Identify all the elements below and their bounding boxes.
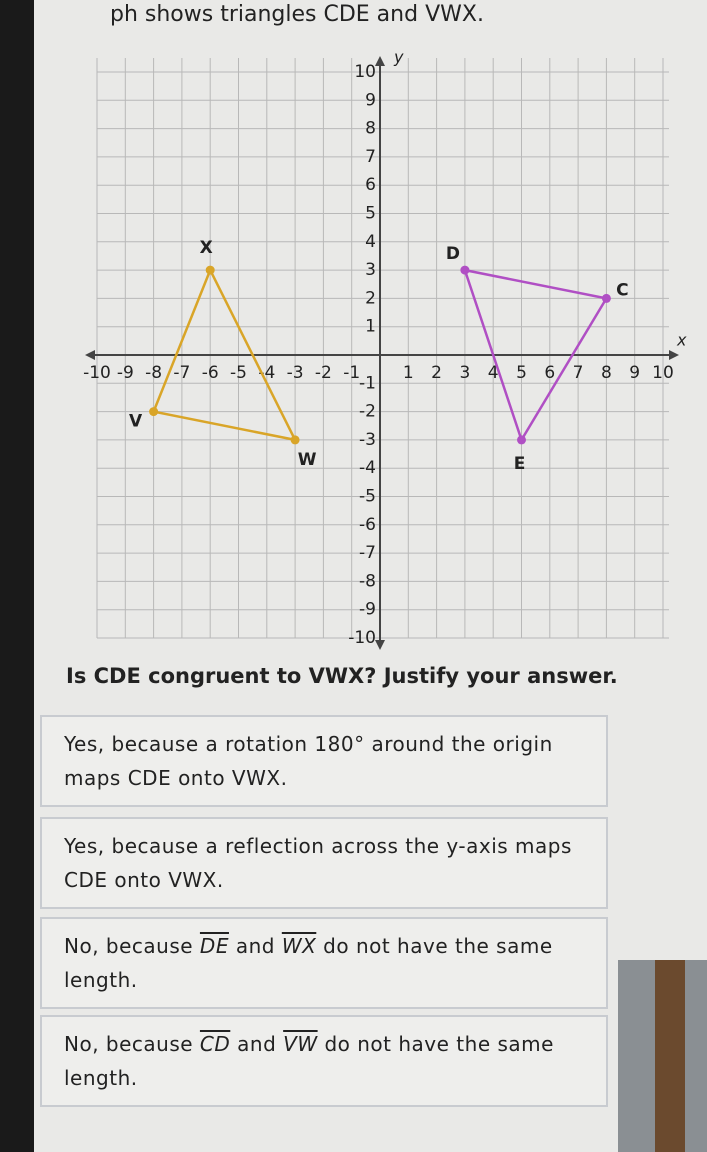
x-tick-label: 7 <box>573 363 584 383</box>
x-tick-label: -2 <box>315 363 332 383</box>
vertex-label: X <box>200 238 213 258</box>
triangle <box>151 267 298 442</box>
segment-name: VW <box>283 1032 318 1056</box>
option-text: No, because <box>64 934 200 958</box>
y-tick-label: 10 <box>354 62 376 82</box>
x-tick-label: 5 <box>516 363 527 383</box>
screen-edge <box>0 0 34 1152</box>
option-text: do not have the same length. <box>64 934 553 992</box>
vertex-label: W <box>298 450 317 470</box>
vertex <box>517 435 526 445</box>
vertex-label: E <box>514 454 526 474</box>
y-tick-label: 3 <box>365 260 376 280</box>
x-tick-label: 10 <box>652 363 674 383</box>
vertex-label: C <box>616 280 628 300</box>
y-tick-label: 6 <box>365 175 376 195</box>
x-tick-label: 1 <box>403 363 414 383</box>
x-tick-label: 6 <box>544 363 555 383</box>
y-tick-label: -3 <box>359 430 376 450</box>
segment-name: DE <box>199 934 229 958</box>
x-tick-label: -5 <box>230 363 247 383</box>
answer-option[interactable]: Yes, because a rotation 180° around the … <box>40 715 608 807</box>
vertex-label: D <box>446 244 460 264</box>
y-tick-label: -6 <box>359 515 376 535</box>
y-tick-label: 5 <box>365 204 376 224</box>
vertex <box>205 265 215 275</box>
y-tick-label: 7 <box>365 147 376 167</box>
y-tick-label: -5 <box>359 487 376 507</box>
vertex-label: V <box>129 412 143 432</box>
y-tick-label: -8 <box>359 571 376 591</box>
x-tick-label: -6 <box>202 363 219 383</box>
x-tick-label: -8 <box>145 363 162 383</box>
y-tick-label: -7 <box>359 543 376 563</box>
triangle <box>463 268 609 443</box>
arrow <box>85 56 679 650</box>
y-axis-label: y <box>393 48 404 67</box>
x-tick-label: -9 <box>117 363 134 383</box>
y-tick-label: 1 <box>365 317 376 337</box>
option-text: do not have the same length. <box>64 1032 554 1090</box>
x-tick-label: 9 <box>629 363 640 383</box>
x-tick-label: 4 <box>488 363 499 383</box>
y-tick-label: -1 <box>359 373 376 393</box>
vertex <box>460 265 470 275</box>
segment-name: WX <box>281 934 317 958</box>
x-tick-label: 8 <box>601 363 612 383</box>
question: Is CDE congruent to VWX? Justify your an… <box>66 664 618 688</box>
background-object <box>655 960 685 1152</box>
y-tick-label: 8 <box>365 119 376 139</box>
answer-option[interactable]: No, because CD and VW do not have the sa… <box>40 1015 608 1107</box>
y-tick-label: -2 <box>359 402 376 422</box>
vertex <box>149 407 159 417</box>
y-tick-label: -4 <box>359 458 376 478</box>
option-text: and <box>230 1032 284 1056</box>
option-text: Yes, because a rotation 180° around the … <box>64 732 553 790</box>
x-tick-label: -10 <box>83 363 111 383</box>
graph: -10 -9 -8 -7 -6 -5 -4 -3 -2 -1 1 2 3 4 5 6 7 8 9 10-10-9-8-… <box>83 48 687 650</box>
x-tick-label: 2 <box>431 363 442 383</box>
y-tick-label: -9 <box>359 600 376 620</box>
y-tick-label: 2 <box>365 288 376 308</box>
option-text: and <box>228 934 282 958</box>
x-tick-label: -3 <box>287 363 304 383</box>
x-tick-label: 3 <box>459 363 470 383</box>
option-text: Yes, because a reflection across the y-a… <box>64 834 572 892</box>
y-tick-label: 4 <box>365 232 376 252</box>
segment-name: CD <box>199 1032 231 1056</box>
answer-option[interactable]: Yes, because a reflection across the y-a… <box>40 817 608 909</box>
vertex <box>290 435 300 445</box>
y-tick-label: 9 <box>365 90 376 110</box>
x-tick-label: -4 <box>258 363 275 383</box>
vertex <box>601 293 611 303</box>
header: ph shows triangles CDE and VWX. <box>110 2 484 27</box>
option-text: No, because <box>64 1032 200 1056</box>
y-tick-label: -10 <box>348 628 376 648</box>
x-axis-label: x <box>676 331 687 350</box>
answer-option[interactable]: No, because DE and WX do not have the sa… <box>40 917 608 1009</box>
x-tick-label: -1 <box>343 363 360 383</box>
x-tick-label: -7 <box>173 363 190 383</box>
